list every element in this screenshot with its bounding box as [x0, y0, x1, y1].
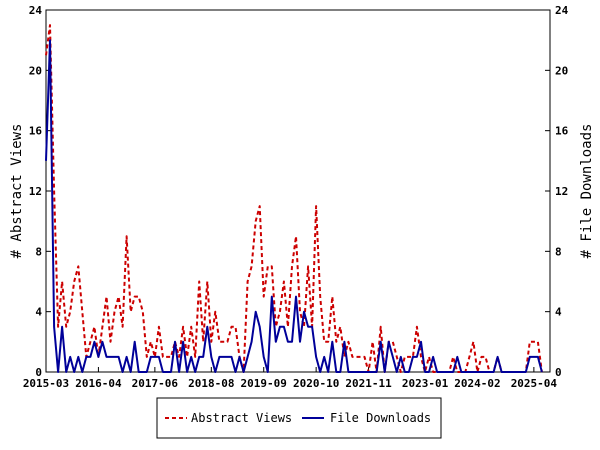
x-tick-label: 2024-02 [454, 377, 500, 390]
y-tick-left-label: 20 [29, 64, 42, 77]
series-line-file-downloads [45, 39, 543, 373]
y-tick-left-label: 12 [29, 185, 42, 198]
x-tick-label: 2023-01 [402, 377, 449, 390]
x-tick-label: 2020-10 [293, 377, 339, 390]
x-tick-label: 2025-04 [511, 377, 558, 390]
y-tick-left-label: 16 [29, 125, 43, 138]
legend-label-abstract-views: Abstract Views [191, 411, 292, 425]
y-tick-right-label: 0 [555, 366, 562, 379]
x-tick-label: 2016-04 [75, 377, 122, 390]
x-tick-label: 2021-11 [345, 377, 392, 390]
y-tick-left-label: 24 [29, 4, 43, 17]
series-line-abstract-views [45, 24, 543, 373]
y-axis-left-title: # Abstract Views [9, 124, 25, 259]
legend-box [156, 397, 442, 439]
y-tick-right-label: 16 [555, 125, 569, 138]
y-tick-right-label: 4 [555, 306, 562, 319]
y-axis-right-title: # File Downloads [579, 124, 595, 259]
x-tick-label: 2017-06 [132, 377, 179, 390]
x-tick-label: 2015-03 [23, 377, 69, 390]
y-tick-right-label: 8 [555, 245, 562, 258]
y-tick-left-label: 8 [35, 245, 42, 258]
legend: Abstract Views File Downloads [156, 397, 442, 439]
y-axis-right: 0 4 8 12 16 20 24 [545, 4, 569, 379]
series-lines [45, 24, 543, 373]
legend-label-file-downloads: File Downloads [330, 411, 431, 425]
y-tick-left-label: 4 [35, 306, 42, 319]
y-tick-left-label: 0 [35, 366, 42, 379]
x-tick-label: 2018-08 [188, 377, 234, 390]
y-tick-right-label: 12 [555, 185, 568, 198]
x-axis: 2015-03 2016-04 2017-06 2018-08 2019-09 2020-… [23, 367, 558, 390]
x-tick-label: 2019-09 [241, 377, 287, 390]
y-tick-right-label: 20 [555, 64, 568, 77]
y-tick-right-label: 24 [555, 4, 569, 17]
